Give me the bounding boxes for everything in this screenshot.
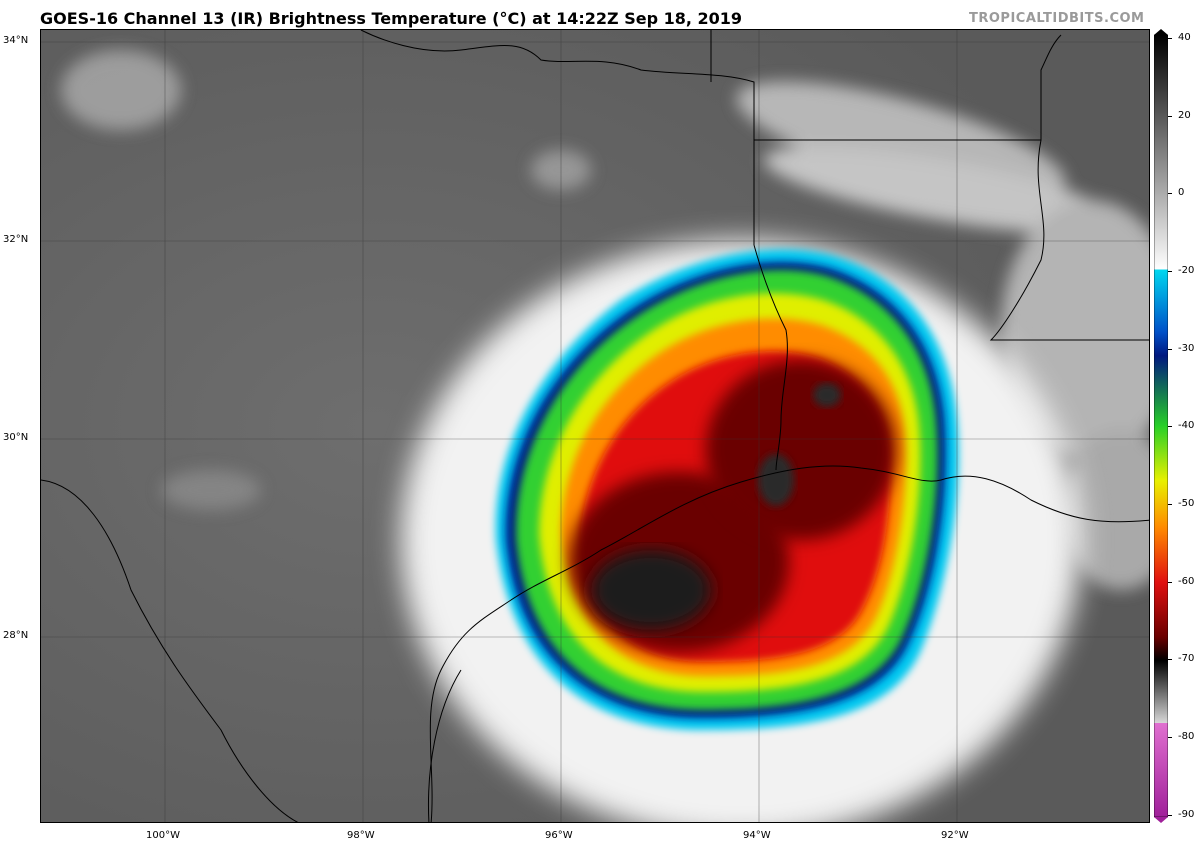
- lon-label-98W: 98°W: [347, 830, 375, 841]
- satellite-map: [40, 29, 1150, 823]
- lat-lon-grid: [41, 30, 1149, 822]
- satellite-image: [41, 30, 1149, 822]
- lon-label-92W: 92°W: [941, 830, 969, 841]
- map-title: GOES-16 Channel 13 (IR) Brightness Tempe…: [40, 9, 743, 28]
- colorbar-tick-40: 40: [1178, 32, 1191, 43]
- colorbar-tick-0: 0: [1178, 187, 1185, 198]
- colorbar-tick-neg20: -20: [1178, 265, 1195, 276]
- colorbar-tick-neg70: -70: [1178, 653, 1195, 664]
- source-credit: TROPICALTIDBITS.COM: [969, 11, 1145, 26]
- storm-cloud-tops: [495, 249, 959, 730]
- lat-label-30N: 30°N: [3, 432, 29, 443]
- colorbar: [1154, 29, 1168, 823]
- colorbar-tick-20: 20: [1178, 110, 1191, 121]
- colorbar-tick-neg50: -50: [1178, 498, 1195, 509]
- colorbar-tick-neg90: -90: [1178, 809, 1195, 820]
- colorbar-tick-neg60: -60: [1178, 576, 1195, 587]
- colorbar-tick-neg30: -30: [1178, 343, 1195, 354]
- colorbar-tick-neg40: -40: [1178, 420, 1195, 431]
- boundaries: [41, 30, 1149, 822]
- lon-label-96W: 96°W: [545, 830, 573, 841]
- lon-label-94W: 94°W: [743, 830, 771, 841]
- lat-label-32N: 32°N: [3, 234, 29, 245]
- lat-label-34N: 34°N: [3, 35, 29, 46]
- colorbar-tick-neg80: -80: [1178, 731, 1195, 742]
- lon-label-100W: 100°W: [146, 830, 180, 841]
- lat-label-28N: 28°N: [3, 630, 29, 641]
